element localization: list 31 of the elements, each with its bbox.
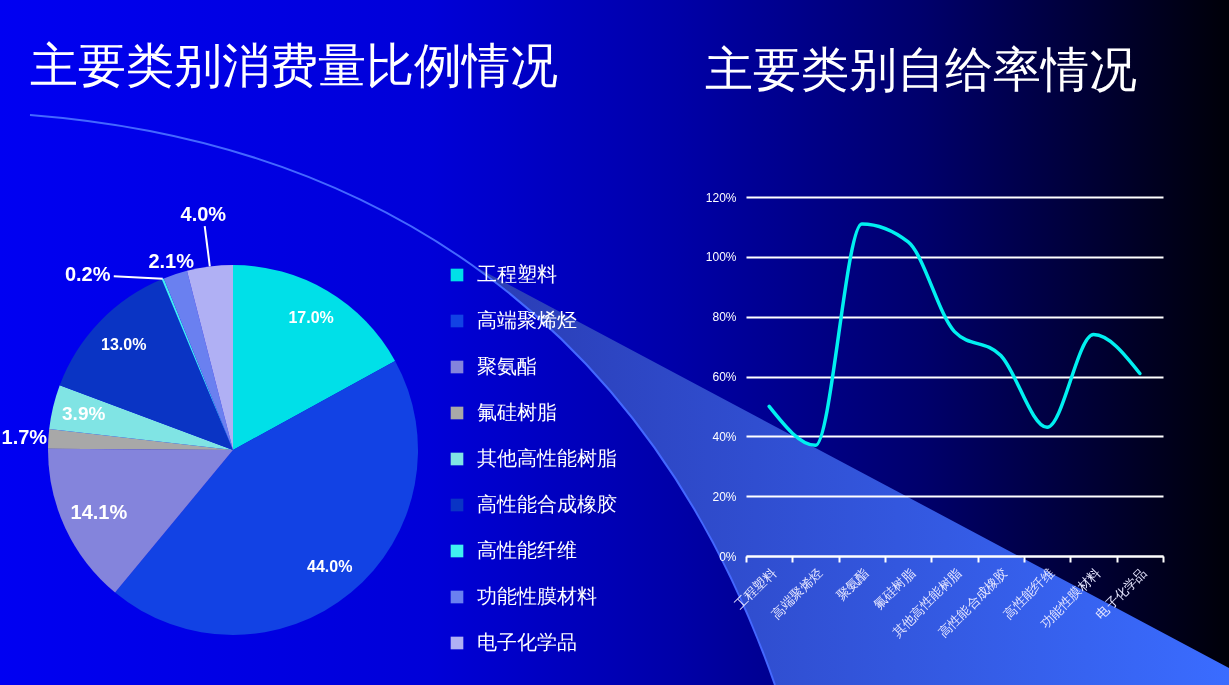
legend-label: 氟硅树脂 [477,401,557,423]
y-tick-label: 20% [712,489,737,504]
y-tick-label: 60% [712,370,737,384]
y-tick-label: 40% [712,429,737,444]
data-label: 4.0% [180,203,227,226]
legend-label: 聚氨酯 [477,355,537,377]
y-tick-label: 120% [705,190,737,205]
pie-slice [49,385,233,450]
legend-label: 高性能纤维 [477,539,577,561]
y-tick-label: 100% [705,250,737,265]
data-label: 17.0% [288,308,334,326]
chart-title: 主要类别消费量比例情况 [30,39,558,93]
line-series [767,222,1142,448]
data-label: 13.0% [101,335,147,353]
data-label: 3.9% [62,403,106,425]
pie-slice [233,265,396,450]
legend-label: 其他高性能树脂 [477,447,617,469]
data-label: 2.1% [148,249,195,272]
legend-label: 工程塑料 [477,263,557,285]
legend-label: 高端聚烯烃 [477,309,577,331]
chart-title: 主要类别自给率情况 [705,43,1137,96]
legend-label: 高性能合成橡胶 [477,493,617,515]
y-tick-label: 0% [719,549,737,564]
data-label: 1.7% [1,425,48,448]
pie-slice [48,448,233,593]
x-tick-label: 聚氨酯 [833,565,872,604]
y-tick-label: 80% [712,310,737,325]
data-label: 0.2% [64,262,111,285]
data-label: 14.1% [70,500,128,523]
data-label: 44.0% [307,557,353,575]
pie-slice [59,279,233,450]
